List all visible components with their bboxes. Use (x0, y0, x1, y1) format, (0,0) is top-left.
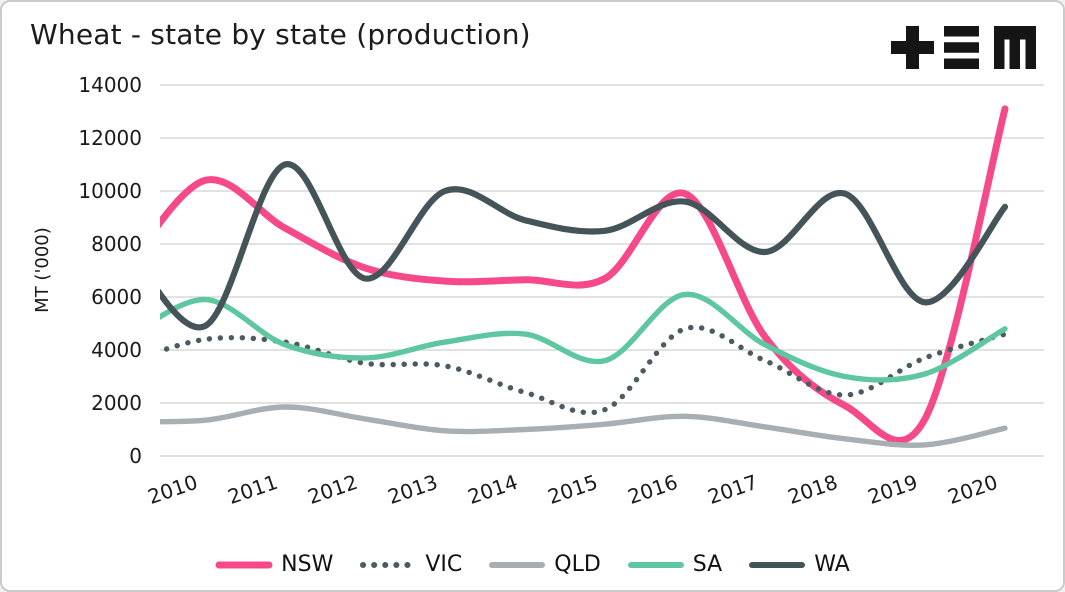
y-axis-tick-label: 10000 (78, 179, 142, 203)
x-axis-tick-label: 2013 (385, 470, 441, 509)
y-axis-tick-label: 4000 (91, 338, 142, 362)
legend-label: VIC (425, 552, 463, 577)
series-lines (160, 105, 1009, 448)
tem-logo (891, 26, 1036, 69)
plus-icon (891, 26, 934, 69)
series-line-SA (160, 291, 1008, 383)
series-line-NSW (160, 105, 1009, 444)
legend-item-QLD: QLD (488, 554, 601, 576)
series-line-WA (160, 161, 1009, 331)
x-axis-tick-label: 2011 (225, 470, 281, 509)
legend-swatch-VIC (360, 562, 417, 568)
series-line-VIC (160, 324, 1008, 416)
y-axis-tick-label: 6000 (91, 285, 142, 309)
series-line-QLD (160, 404, 1008, 448)
y-axis-tick-label: 8000 (91, 232, 142, 256)
legend-item-VIC: VIC (359, 554, 462, 576)
x-axis-tick-label: 2014 (465, 470, 521, 509)
x-axis-tick-label: 2015 (545, 470, 601, 509)
x-axis-tick-label: 2018 (785, 470, 841, 509)
y-axis-title: MT ('000) (32, 227, 53, 313)
legend-swatch-NSW (215, 561, 273, 569)
legend-label: SA (692, 552, 723, 577)
y-axis-tick-label: 2000 (91, 391, 142, 415)
legend: NSW VIC QLD SA WA (2, 554, 1063, 576)
legend-item-SA: SA (627, 554, 722, 576)
legend-label: WA (814, 552, 850, 577)
y-axis-tick-label: 12000 (78, 126, 142, 150)
m-mark-icon (994, 26, 1036, 69)
x-axis-tick-label: 2020 (945, 470, 1001, 509)
x-axis-tick-label: 2017 (705, 470, 761, 509)
legend-label: NSW (281, 552, 334, 577)
legend-swatch-SA (627, 562, 684, 568)
chart-title: Wheat - state by state (production) (30, 18, 531, 51)
triple-bar-icon (944, 26, 979, 69)
legend-label: QLD (554, 552, 601, 577)
x-axis-tick-label: 2012 (305, 470, 361, 509)
legend-item-NSW: NSW (215, 554, 333, 576)
y-axis-tick-label: 14000 (78, 73, 142, 97)
x-axis-tick-label: 2016 (625, 470, 681, 509)
legend-swatch-QLD (489, 562, 546, 568)
x-axis-tick-label: 2010 (145, 470, 201, 509)
y-axis-tick-label: 0 (129, 444, 142, 468)
x-axis-tick-label: 2019 (865, 470, 921, 509)
legend-item-WA: WA (748, 554, 850, 576)
legend-swatch-WA (749, 562, 806, 568)
